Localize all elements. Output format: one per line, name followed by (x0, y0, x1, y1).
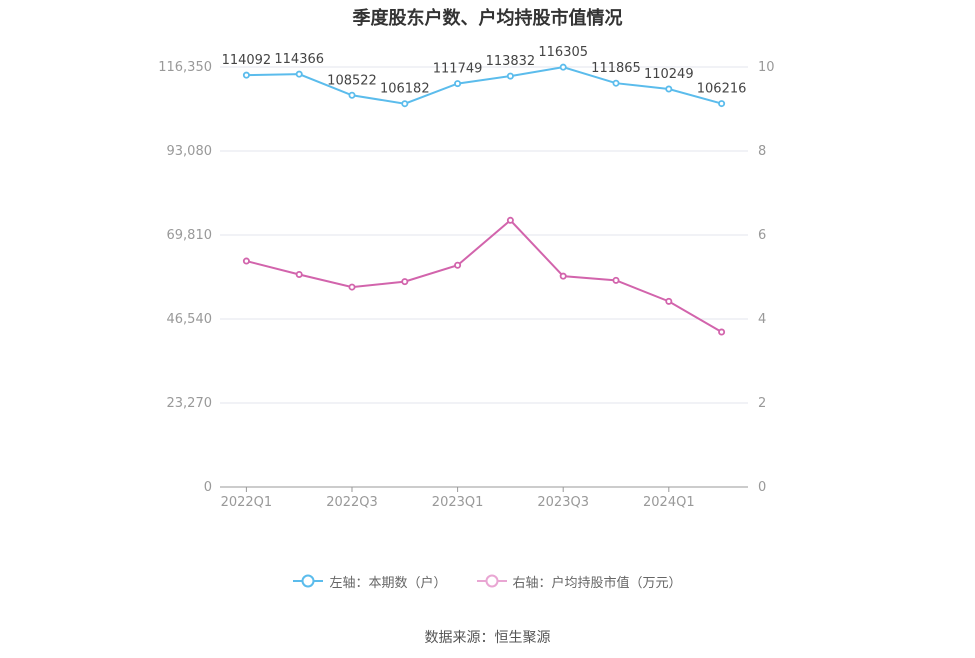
grid-lines (220, 66, 748, 404)
right-axis-tick-label: 8 (758, 144, 766, 159)
data-label: 108522 (327, 73, 377, 88)
data-point (612, 79, 620, 87)
data-point (718, 328, 726, 336)
data-point (718, 100, 726, 108)
legend-line-icon (293, 574, 324, 588)
data-point (506, 216, 514, 224)
legend: 左轴：本期数（户） 右轴：户均持股市值（万元） (0, 570, 975, 592)
axes: 0 0 23,270 2 46,540 4 69,810 6 93,080 8 116,350 10 2… (158, 60, 774, 510)
data-point (401, 278, 409, 286)
x-axis-tick-label: 2022Q1 (221, 495, 273, 510)
series-line-avg-market-value (246, 218, 723, 333)
left-axis-tick-label: 46,540 (167, 312, 213, 327)
left-axis-tick-label: 23,270 (167, 396, 213, 411)
x-axis-tick-label: 2023Q1 (432, 495, 484, 510)
right-axis-tick-label: 2 (758, 396, 766, 411)
legend-label-left: 左轴：本期数（户） (329, 575, 447, 591)
data-label: 106182 (380, 82, 430, 97)
line-chart: 0 0 23,270 2 46,540 4 69,810 6 93,080 8 116,350 10 2… (158, 45, 774, 510)
data-point (454, 80, 462, 88)
data-source: 数据来源：恒生聚源 (424, 630, 551, 646)
data-point (665, 85, 673, 93)
x-axis-tick-label: 2024Q1 (643, 495, 695, 510)
data-point (295, 270, 303, 278)
legend-line-icon (476, 574, 507, 588)
data-point (348, 283, 356, 291)
data-point (242, 71, 250, 79)
chart-title: 季度股东户数、户均持股市值情况 (352, 8, 623, 29)
data-label: 106216 (697, 82, 747, 97)
data-point (559, 63, 567, 71)
data-label: 111749 (433, 62, 483, 77)
right-axis-tick-label: 10 (758, 60, 775, 75)
data-label: 110249 (644, 67, 694, 82)
right-axis-tick-label: 4 (758, 312, 766, 327)
left-axis-tick-label: 116,350 (158, 60, 212, 75)
data-point (612, 276, 620, 284)
data-point (242, 257, 250, 265)
legend-item-left-axis[interactable]: 左轴：本期数（户） (293, 572, 447, 591)
data-label: 116305 (538, 45, 588, 60)
legend-item-right-axis[interactable]: 右轴：户均持股市值（万元） (476, 572, 682, 591)
x-axis-tick-label: 2023Q3 (537, 495, 589, 510)
left-axis-tick-label: 93,080 (167, 144, 213, 159)
series (242, 63, 726, 336)
data-label: 114092 (222, 53, 272, 68)
data-point (295, 70, 303, 78)
left-axis-tick-label: 0 (204, 480, 212, 495)
right-axis-tick-label: 6 (758, 228, 766, 243)
data-point (401, 100, 409, 108)
data-point (665, 297, 673, 305)
legend-label-right: 右轴：户均持股市值（万元） (512, 575, 682, 591)
data-point (348, 91, 356, 99)
data-point (454, 261, 462, 269)
data-label: 111865 (591, 61, 641, 76)
right-axis-tick-label: 0 (758, 480, 766, 495)
x-axis-tick-label: 2022Q3 (326, 495, 378, 510)
data-point (506, 72, 514, 80)
data-point (559, 272, 567, 280)
data-labels: 114092 1143661085221061821117491138321163… (222, 45, 747, 97)
series-line-shareholders (246, 66, 722, 105)
data-label: 113832 (486, 54, 536, 69)
left-axis-tick-label: 69,810 (167, 228, 213, 243)
data-label: 114366 (274, 52, 324, 67)
